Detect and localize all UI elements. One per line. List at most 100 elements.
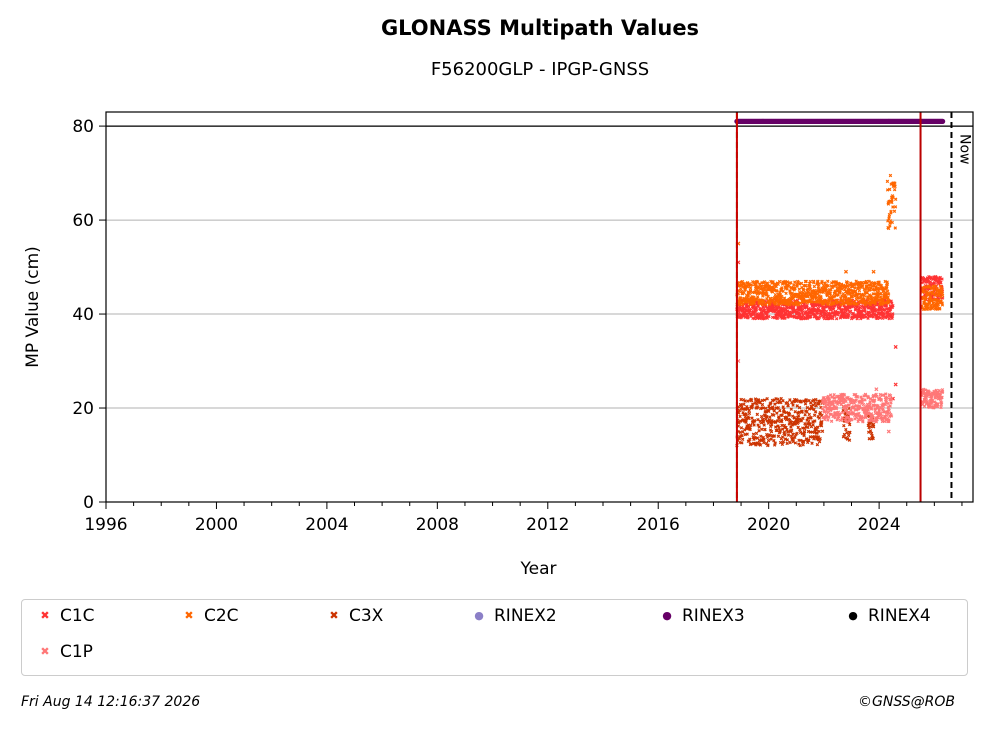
data-point	[748, 437, 752, 442]
data-point	[781, 440, 786, 444]
data-point	[813, 401, 817, 405]
data-point	[799, 281, 804, 286]
data-point	[769, 437, 773, 441]
legend-marker-rinex4: ●	[848, 609, 858, 622]
data-point	[757, 428, 761, 433]
data-point	[816, 425, 820, 429]
data-point	[893, 205, 898, 209]
y-tick-label: 40	[72, 305, 94, 325]
data-point	[887, 187, 892, 192]
data-point	[788, 398, 792, 402]
data-point	[886, 301, 891, 306]
data-point	[828, 291, 833, 296]
data-point	[829, 419, 834, 423]
legend-item-c3x: ✖ C3X	[327, 606, 383, 626]
legend-marker-rinex2: ●	[474, 609, 484, 622]
data-point	[784, 291, 788, 296]
data-point	[743, 297, 747, 301]
data-point	[759, 420, 764, 425]
data-point	[874, 387, 879, 392]
data-point	[812, 280, 816, 285]
data-point	[765, 292, 769, 296]
data-point	[891, 205, 895, 209]
data-point	[746, 294, 751, 298]
legend-label-rinex2: RINEX2	[494, 606, 557, 626]
data-point	[778, 408, 782, 413]
data-point	[865, 291, 869, 295]
data-point	[745, 432, 749, 436]
data-point	[803, 421, 807, 426]
data-point	[759, 434, 763, 439]
data-point	[776, 434, 781, 439]
data-point	[791, 302, 796, 306]
data-point	[886, 292, 891, 296]
data-point	[768, 300, 773, 304]
data-point	[745, 426, 750, 431]
data-point	[886, 429, 891, 434]
data-point	[780, 442, 785, 447]
x-tick-label: 2024	[857, 515, 900, 535]
data-point	[890, 220, 894, 225]
data-point	[886, 226, 891, 231]
data-point	[883, 301, 887, 305]
data-point	[798, 290, 803, 295]
data-point	[748, 427, 752, 431]
data-point	[866, 298, 871, 302]
data-point	[922, 289, 927, 294]
data-point	[889, 299, 893, 303]
data-point	[885, 282, 890, 286]
y-axis-label: MP Value (cm)	[23, 246, 43, 368]
data-point	[875, 297, 879, 301]
data-point	[888, 221, 892, 225]
data-point	[761, 294, 765, 298]
data-point	[855, 316, 859, 321]
legend-label-c1c: C1C	[60, 606, 95, 626]
data-point	[738, 302, 743, 307]
data-point	[934, 291, 938, 295]
data-point	[839, 302, 843, 307]
legend-item-rinex4: ● RINEX4	[846, 606, 931, 626]
data-point	[891, 304, 895, 308]
data-point	[868, 288, 872, 292]
chart-title: GLONASS Multipath Values	[380, 16, 700, 40]
data-point	[792, 283, 796, 287]
data-point	[871, 269, 876, 274]
data-point	[791, 403, 795, 407]
data-point	[738, 430, 743, 435]
data-point	[820, 429, 825, 433]
data-point	[773, 402, 777, 406]
data-point	[826, 279, 830, 284]
data-point	[765, 415, 769, 419]
data-point	[889, 209, 893, 214]
data-point	[890, 200, 894, 205]
data-point	[752, 423, 756, 427]
data-point	[775, 289, 779, 293]
data-point	[848, 306, 852, 310]
data-point	[863, 309, 867, 313]
data-point	[857, 288, 862, 293]
data-point	[843, 296, 848, 301]
data-point	[755, 436, 760, 440]
chart-subtitle: F56200GLP - IPGP-GNSS	[430, 59, 650, 80]
data-point	[855, 302, 859, 306]
data-point	[845, 430, 849, 435]
data-point	[793, 410, 797, 414]
data-point	[940, 303, 945, 307]
data-point	[762, 440, 766, 445]
data-point	[891, 195, 895, 199]
data-point	[868, 302, 873, 307]
data-point	[760, 427, 764, 432]
data-point	[748, 308, 752, 313]
data-point	[765, 419, 770, 423]
data-point	[844, 427, 848, 432]
data-point	[848, 281, 853, 285]
data-point	[893, 184, 897, 189]
y-tick-label: 80	[72, 117, 94, 137]
data-point	[752, 301, 756, 305]
data-point	[809, 315, 813, 319]
data-point	[747, 291, 752, 296]
x-tick-label: 2012	[526, 515, 569, 535]
x-tick-label: 2004	[305, 515, 348, 535]
data-point	[801, 443, 805, 447]
data-point	[816, 279, 820, 284]
